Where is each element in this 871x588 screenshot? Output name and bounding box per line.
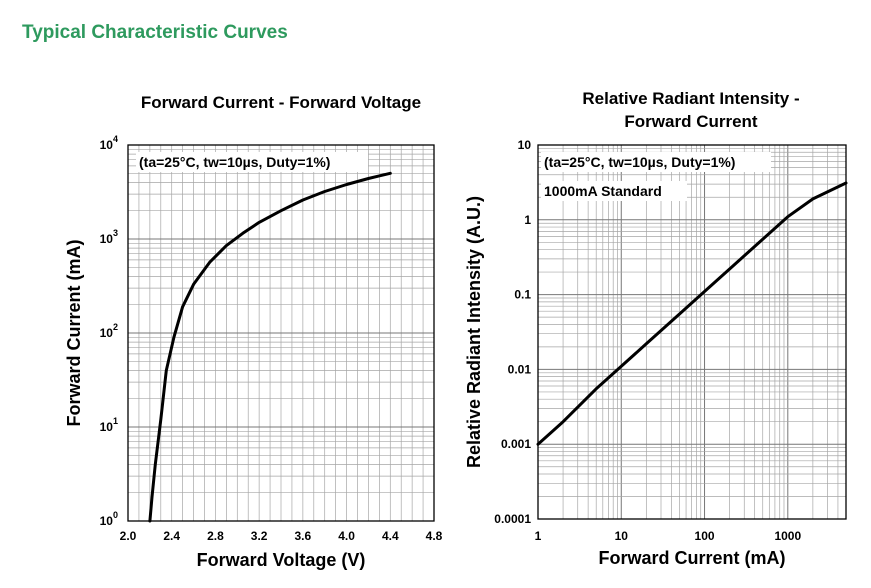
y-tick-label: 10 (518, 138, 532, 152)
y-tick-label: 0.0001 (494, 512, 531, 526)
y-tick-label: 1 (524, 213, 531, 227)
x-axis-label: Forward Voltage (V) (197, 550, 366, 570)
chart-title-line-2: Forward Current (624, 112, 758, 131)
chart-title-line-1: Relative Radiant Intensity - (582, 89, 799, 108)
annotation-background (541, 152, 771, 172)
y-tick-label: 101 (100, 416, 118, 434)
x-tick-label: 1000 (774, 529, 801, 543)
x-tick-label: 4.0 (338, 529, 355, 543)
annotation-standard: 1000mA Standard (544, 183, 662, 199)
series-line (148, 171, 392, 523)
y-axis-label: Relative Radiant Intensity (A.U.) (464, 196, 484, 468)
x-tick-label: 2.0 (120, 529, 137, 543)
x-tick-label: 2.8 (207, 529, 224, 543)
x-tick-label: 4.4 (382, 529, 399, 543)
annotation: (ta=25°C, tw=10µs, Duty=1%) (544, 154, 735, 170)
x-tick-label: 2.4 (163, 529, 180, 543)
x-tick-label: 4.8 (426, 529, 443, 543)
x-tick-label: 100 (695, 529, 715, 543)
series-line (536, 181, 848, 446)
x-axis-label: Forward Current (mA) (598, 548, 785, 568)
annotation: (ta=25°C, tw=10µs, Duty=1%) (139, 154, 330, 170)
chart-forward-current-voltage: Forward Current - Forward Voltage (ta=25°… (64, 93, 443, 570)
x-tick-label: 3.2 (251, 529, 268, 543)
y-tick-label: 100 (100, 510, 118, 528)
x-tick-label: 10 (615, 529, 629, 543)
annotation-background (136, 152, 368, 172)
y-tick-label: 104 (100, 134, 118, 152)
y-axis-label: Forward Current (mA) (64, 239, 84, 426)
y-tick-label: 0.1 (514, 288, 531, 302)
chart-radiant-intensity-current: Relative Radiant Intensity - Forward Curr… (464, 89, 848, 568)
section-title: Typical Characteristic Curves (22, 22, 288, 43)
plot-frame (537, 144, 847, 520)
y-tick-label: 102 (100, 322, 118, 340)
chart-title: Forward Current - Forward Voltage (141, 93, 421, 112)
x-tick-label: 3.6 (295, 529, 312, 543)
y-tick-label: 0.01 (508, 362, 532, 376)
annotation-background (541, 181, 687, 201)
plot-frame (127, 144, 435, 522)
y-tick-label: 0.001 (501, 437, 531, 451)
x-tick-label: 1 (535, 529, 542, 543)
y-tick-label: 103 (100, 228, 118, 246)
